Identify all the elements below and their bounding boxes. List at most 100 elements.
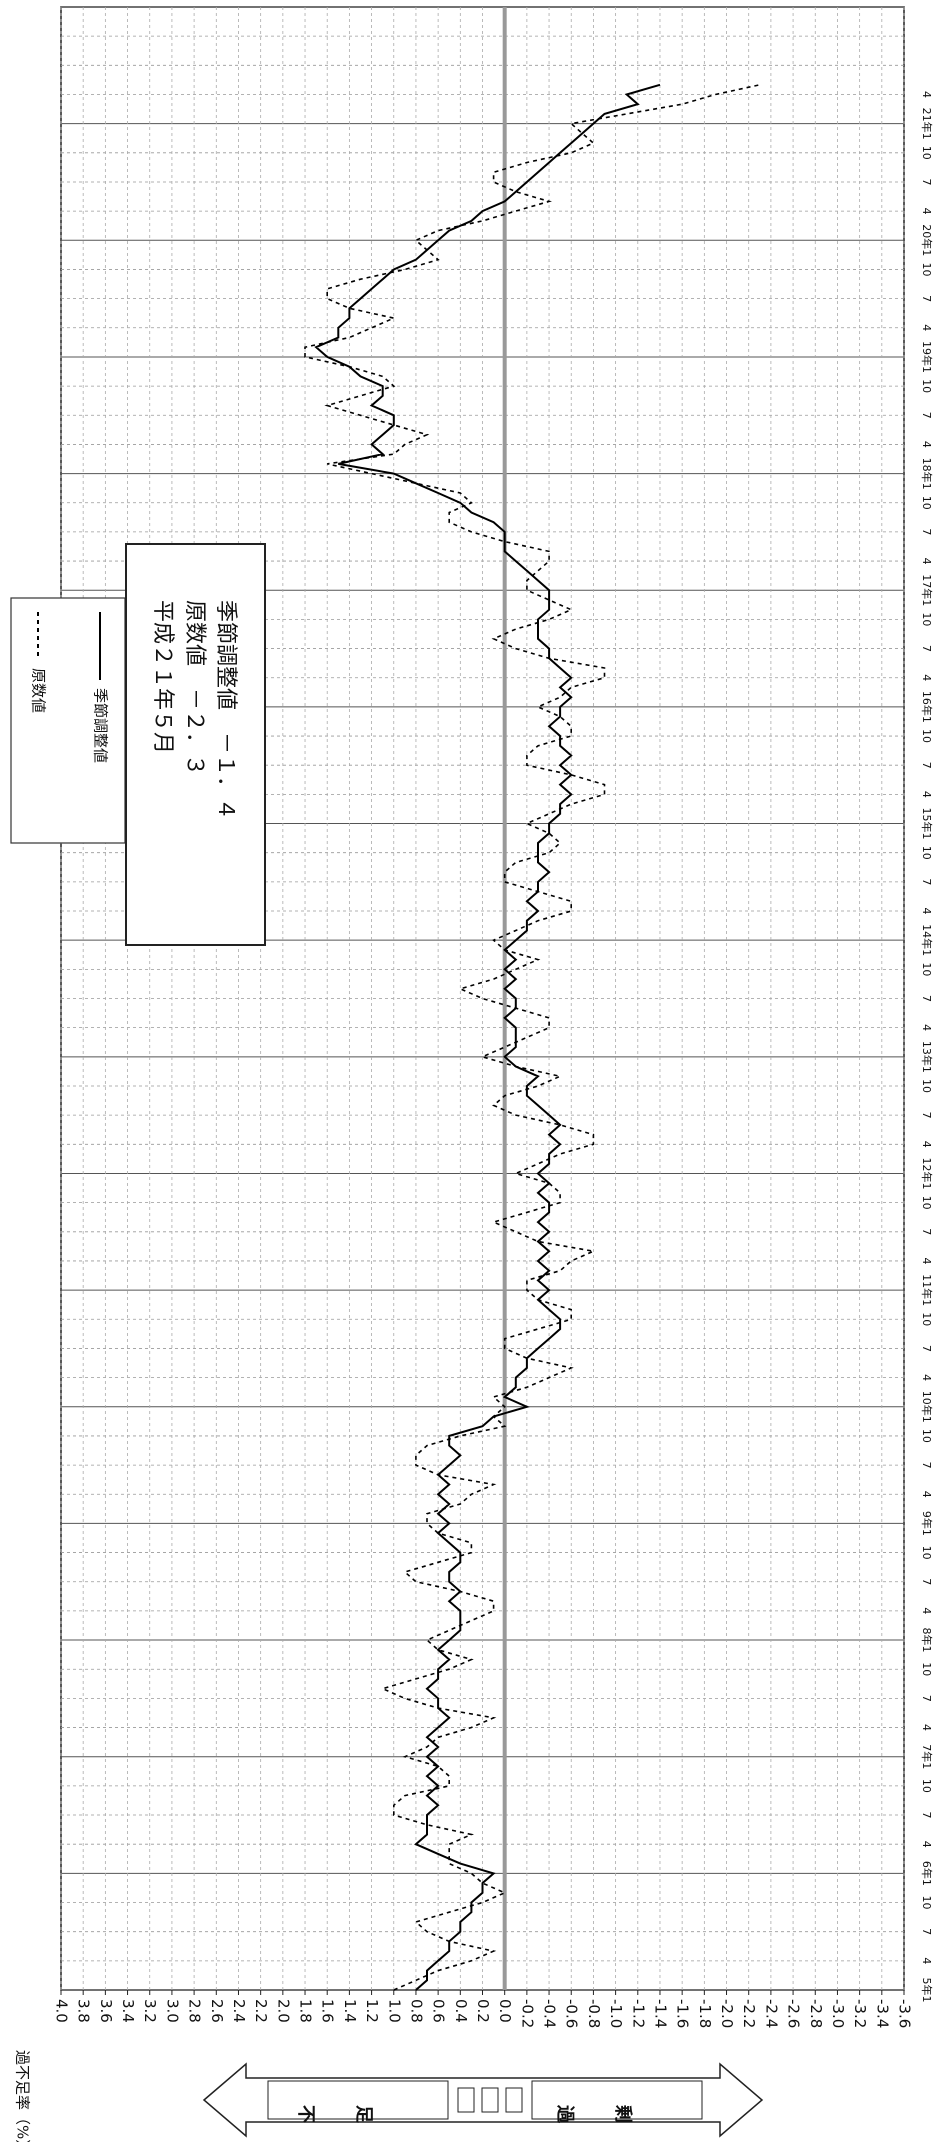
x-tick-label: 7 xyxy=(920,528,933,535)
direction-arrow: 不足 過剰 xyxy=(202,2062,764,2142)
y-tick-label: -2.0 xyxy=(718,1999,736,2028)
y-tick-label: -2.2 xyxy=(740,1999,758,2028)
x-tick-label: 10 xyxy=(920,1662,933,1676)
x-tick-label: 10 xyxy=(920,146,933,160)
y-tick-label: -1.8 xyxy=(696,1999,714,2028)
x-tick-label: 10 xyxy=(920,1312,933,1326)
y-tick-label: 2.0 xyxy=(274,1999,292,2023)
arrow-box xyxy=(267,2080,449,2120)
x-tick-label: 4 xyxy=(920,1491,933,1498)
x-tick-label: 7 xyxy=(920,1345,933,1352)
legend-label: 季節調整値 xyxy=(92,688,110,763)
x-tick-label: 10 xyxy=(920,262,933,276)
x-tick-label: 4 xyxy=(920,908,933,915)
x-tick-label: 13年1 xyxy=(920,1041,934,1073)
arrow-box xyxy=(531,2080,703,2120)
y-tick-label: -3.0 xyxy=(829,1999,847,2028)
x-tick-label: 7 xyxy=(920,762,933,769)
y-tick-label: 0.6 xyxy=(430,1999,448,2023)
y-tick-label: -1.2 xyxy=(629,1999,647,2028)
x-tick-label: 10 xyxy=(920,1546,933,1560)
x-tick-label: 4 xyxy=(920,1607,933,1614)
x-tick-label: 10 xyxy=(920,1196,933,1210)
x-tick-label: 4 xyxy=(920,558,933,565)
grid: 4.0 3.8 3.6 3.4 3.2 3.0 2.8 2.6 2.4 2.2 2.0 1.8 1.6 1… xyxy=(53,6,934,2028)
x-tick-label: 10 xyxy=(920,1779,933,1793)
y-tick-label: 1.2 xyxy=(363,1999,381,2023)
x-tick-label: 7 xyxy=(920,1695,933,1702)
legend: 原数値 季節調整値 xyxy=(10,597,126,844)
x-tick-label: 16年1 xyxy=(920,691,934,723)
x-tick-label: 4 xyxy=(920,1841,933,1848)
x-tick-label: 7 xyxy=(920,1462,933,1469)
y-tick-label: 3.6 xyxy=(97,1999,115,2023)
x-tick-label: 11年1 xyxy=(920,1274,934,1306)
x-tick-label: 7 xyxy=(920,1928,933,1935)
y-tick-label: 3.0 xyxy=(163,1999,181,2023)
y-tick-label: 1.4 xyxy=(341,1999,359,2023)
x-tick-label: 7 xyxy=(920,645,933,652)
annotation: 平成２１年５月 原数値 －２．３ 季節調整値 －１．４ xyxy=(125,543,266,946)
x-tick-label: 8年1 xyxy=(920,1628,934,1653)
x-tick-label: 10 xyxy=(920,1896,933,1910)
x-tick-label: 10 xyxy=(920,612,933,626)
x-tick-label: 7 xyxy=(920,1578,933,1585)
annotation-line: 原数値 －２．３ xyxy=(182,600,207,776)
y-axis-title: 過不足率（%） xyxy=(14,2050,32,2142)
y-tick-label: 0.0 xyxy=(496,1999,514,2023)
y-tick-label: -2.4 xyxy=(762,1999,780,2028)
y-tick-label: -2.8 xyxy=(807,1999,825,2028)
x-tick-label: 20年1 xyxy=(920,224,934,256)
annotation-line: 季節調整値 －１．４ xyxy=(213,600,238,820)
y-tick-label: -0.2 xyxy=(518,1999,536,2028)
y-tick-label: 1.6 xyxy=(319,1999,337,2023)
x-tick-label: 21年1 xyxy=(920,108,934,140)
x-tick-label: 4 xyxy=(920,791,933,798)
x-tick-label: 7年1 xyxy=(920,1744,934,1769)
y-tick-label: 2.6 xyxy=(208,1999,226,2023)
x-tick-label: 10 xyxy=(920,496,933,510)
y-tick-label: 0.2 xyxy=(474,1999,492,2023)
y-tick-label: 2.4 xyxy=(230,1999,248,2023)
x-tick-label: 10 xyxy=(920,729,933,743)
y-tick-label: -2.6 xyxy=(785,1999,803,2028)
y-tick-label: 3.4 xyxy=(119,1999,137,2023)
x-tick-label: 4 xyxy=(920,674,933,681)
y-tick-label: 0.8 xyxy=(407,1999,425,2023)
x-tick-label: 10 xyxy=(920,379,933,393)
x-tick-label: 4 xyxy=(920,1724,933,1731)
y-tick-label: -3.4 xyxy=(873,1999,891,2028)
x-tick-label: 7 xyxy=(920,1228,933,1235)
x-tick-label: 7 xyxy=(920,295,933,302)
x-tick-label: 7 xyxy=(920,878,933,885)
x-tick-label: 18年1 xyxy=(920,458,934,490)
y-tick-label: -0.4 xyxy=(541,1999,559,2028)
x-tick-label: 4 xyxy=(920,1141,933,1148)
x-tick-label: 7 xyxy=(920,995,933,1002)
y-tick-label: 1.8 xyxy=(297,1999,315,2023)
y-tick-label: 3.2 xyxy=(141,1999,159,2023)
y-tick-label: 2.8 xyxy=(186,1999,204,2023)
x-tick-label: 14年1 xyxy=(920,924,934,956)
y-tick-label: -0.8 xyxy=(585,1999,603,2028)
y-tick-label: 4.0 xyxy=(53,1999,71,2023)
x-tick-label: 7 xyxy=(920,412,933,419)
x-tick-label: 9年1 xyxy=(920,1511,934,1536)
y-tick-label: 2.2 xyxy=(252,1999,270,2023)
x-tick-label: 7 xyxy=(920,178,933,185)
x-tick-label: 10 xyxy=(920,1079,933,1093)
x-tick-label: 4 xyxy=(920,91,933,98)
x-tick-label: 6年1 xyxy=(920,1861,934,1886)
x-tick-label: 4 xyxy=(920,1374,933,1381)
marks xyxy=(304,83,760,1991)
x-tick-label: 10 xyxy=(920,846,933,860)
arrow-square xyxy=(457,2087,475,2113)
y-tick-label: 3.8 xyxy=(75,1999,93,2023)
y-tick-label: -1.4 xyxy=(651,1999,669,2028)
y-tick-label: 0.4 xyxy=(452,1999,470,2023)
y-tick-label: -3.6 xyxy=(896,1999,914,2028)
annotation-box xyxy=(125,543,266,946)
y-tick-label: -0.6 xyxy=(563,1999,581,2028)
x-tick-label: 10 xyxy=(920,962,933,976)
